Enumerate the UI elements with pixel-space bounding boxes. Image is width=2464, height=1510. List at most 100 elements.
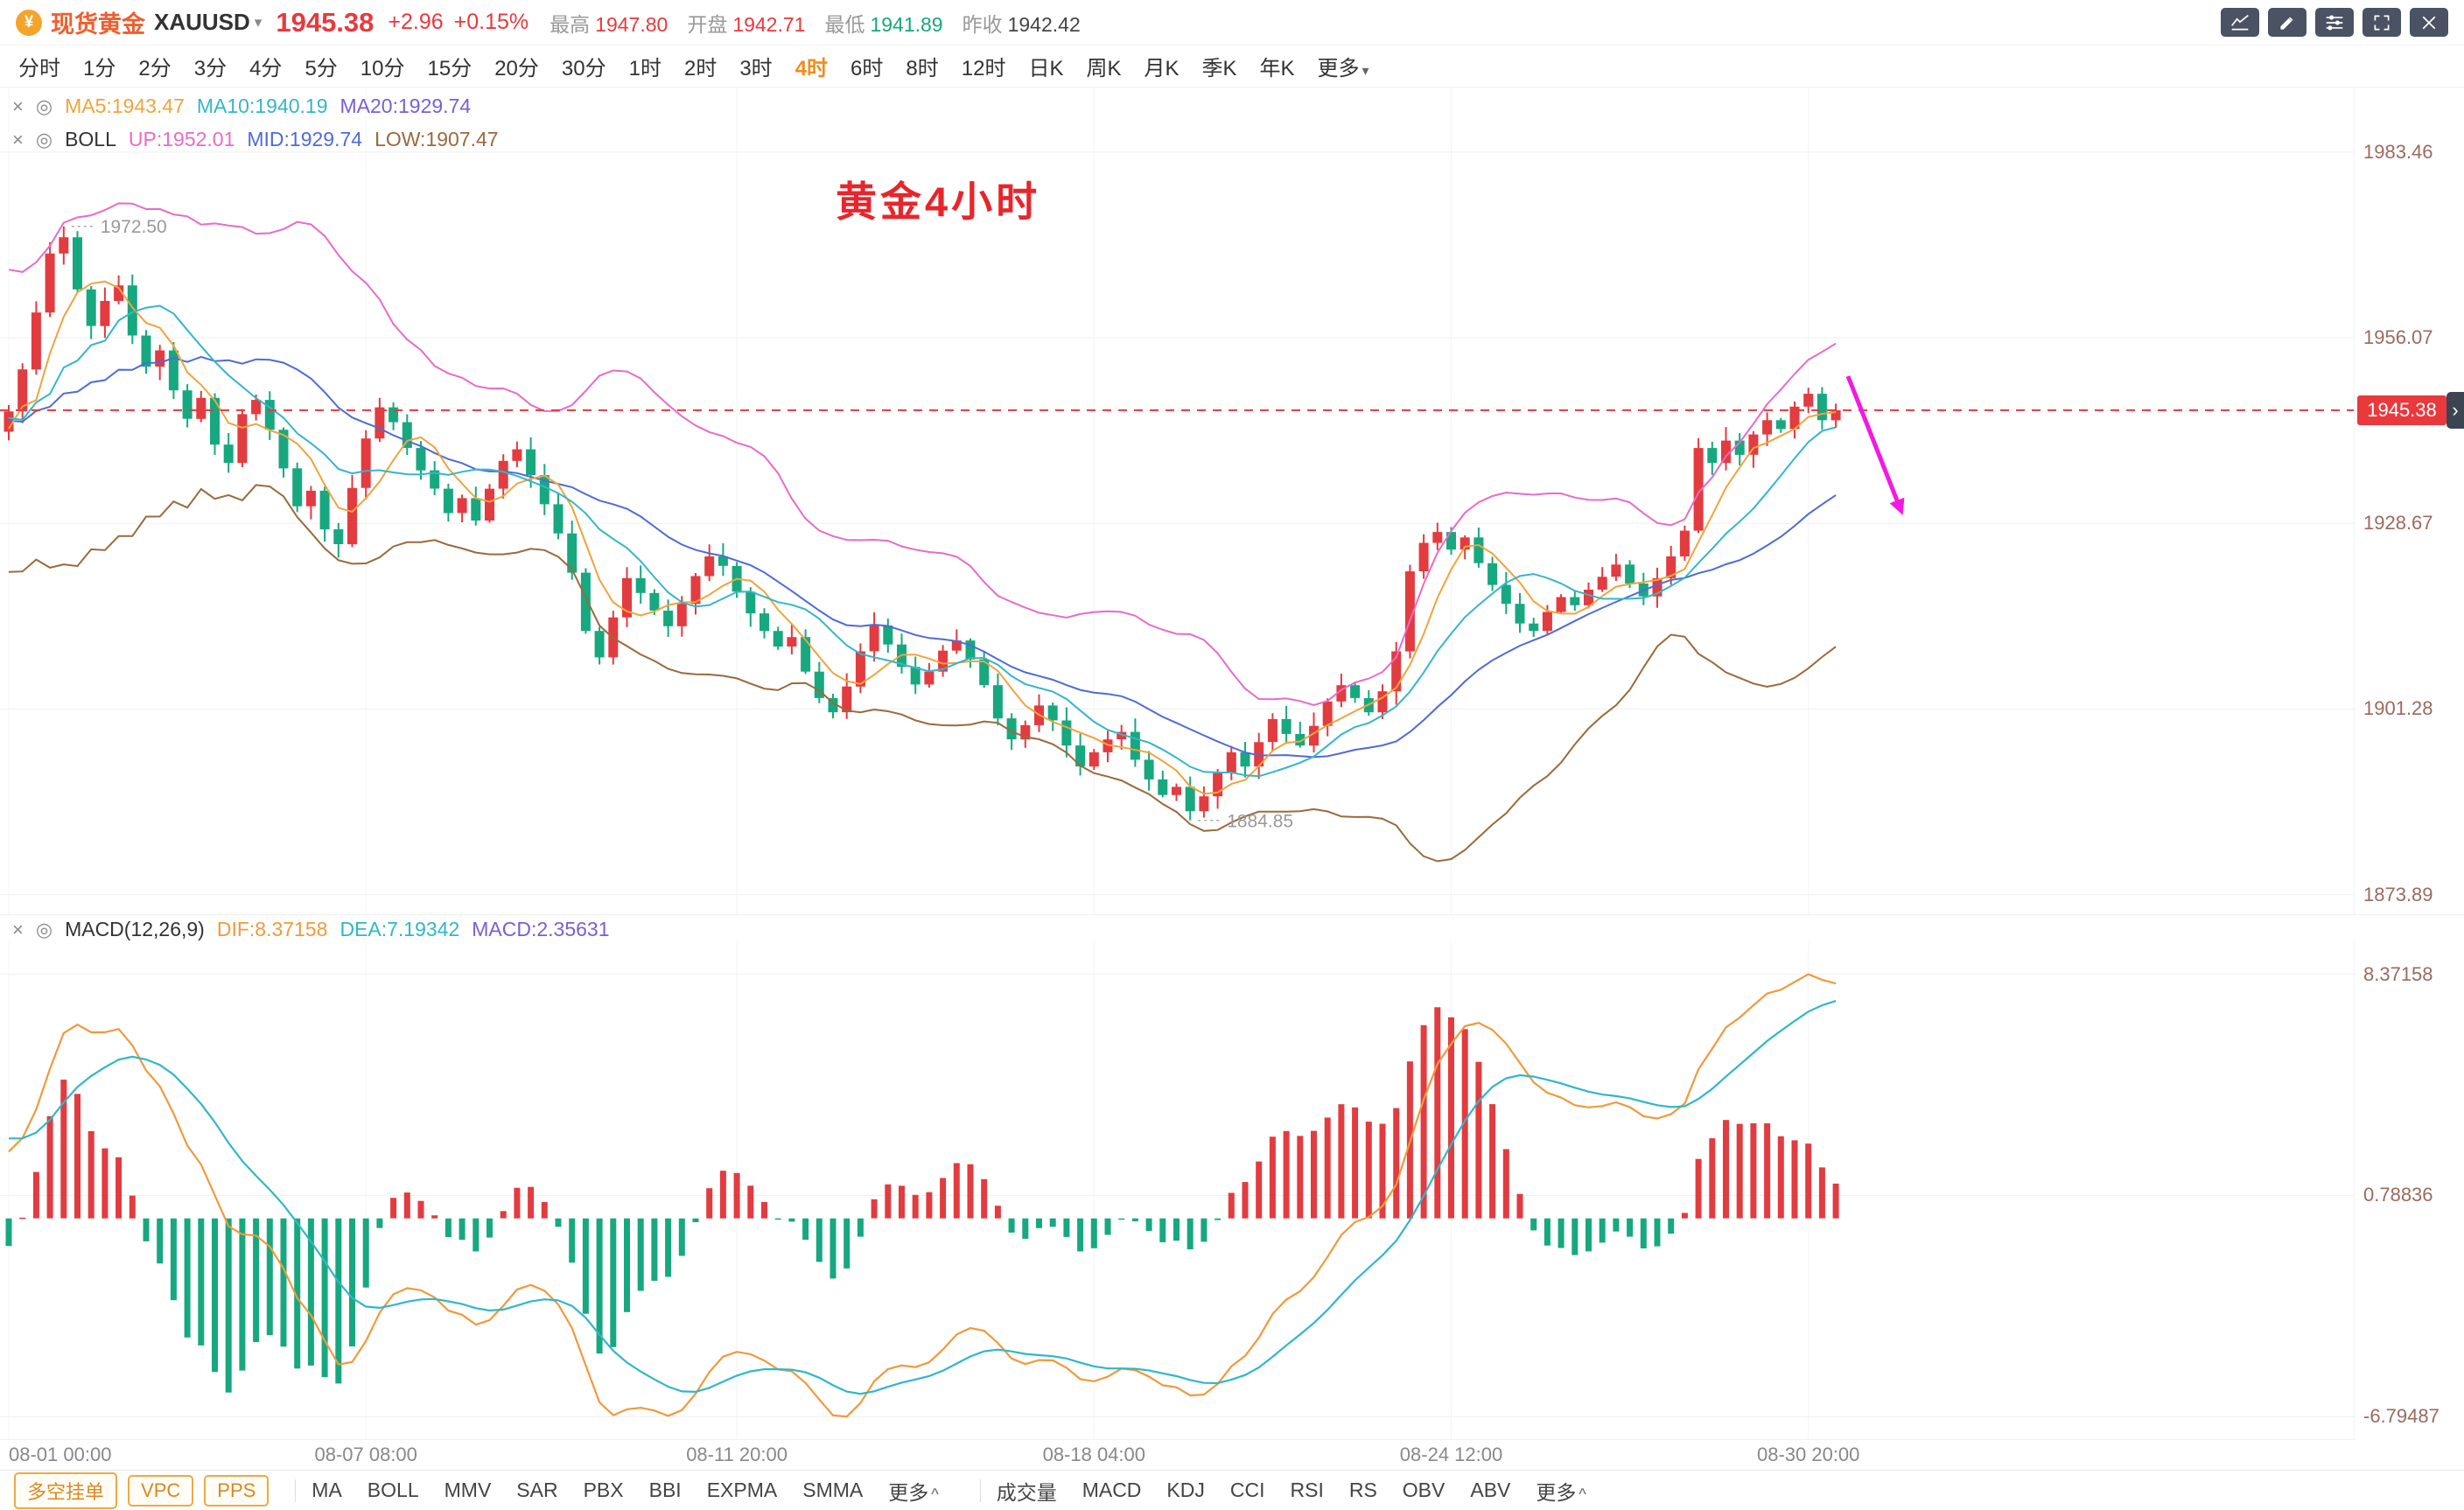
symbol-dropdown-caret-icon[interactable]: ▾ [254,13,262,31]
remove-macd-icon[interactable]: × [12,918,24,940]
timeframe-tab[interactable]: 月K [1133,51,1191,81]
timeframe-tab[interactable]: 8时 [894,51,949,81]
price-axis-label: 1873.89 [2363,883,2433,905]
overlay-tool[interactable]: BOLL [367,1479,419,1501]
macd-indicator-row: × ◎ MACD(12,26,9) DIF:8.37158 DEA:7.1934… [12,918,610,941]
indicator-tool[interactable]: RS [1348,1479,1377,1501]
main-chart-panel: 1972.50 1884.85 × ◎ MA5:1943.47 MA10:1940… [0,87,2464,914]
ma20-value: MA20:1929.74 [340,94,472,117]
timeframe-tab[interactable]: 10分 [349,51,416,81]
more-label: 更多 [888,1480,929,1504]
price-edge-marker[interactable]: › [2446,391,2464,429]
macd-name: MACD(12,26,9) [65,918,205,940]
date-label: 08-11 20:00 [686,1444,788,1465]
pencil-icon [2280,16,2293,30]
timeframe-tab[interactable]: 15分 [416,51,484,81]
timeframe-tab[interactable]: 1分 [72,51,127,81]
close-button[interactable] [2410,8,2448,37]
date-label: 08-07 08:00 [314,1444,417,1465]
indicator-tool[interactable]: MACD [1082,1479,1142,1501]
more-label: 更多 [1536,1480,1577,1504]
indicator-tool[interactable]: CCI [1229,1479,1265,1501]
order-pill-button[interactable]: 多空挂单 [14,1472,118,1509]
stat-item: 最低 1941.89 [824,8,942,38]
macd-settings-icon[interactable]: ◎ [35,918,53,940]
order-pill-button[interactable]: VPC [128,1474,194,1507]
macd-chart[interactable] [0,941,2354,1440]
order-pill-button[interactable]: PPS [204,1474,270,1507]
macd-axis-label: 0.78836 [2363,1184,2433,1206]
indicator-tool[interactable]: KDJ [1166,1479,1205,1501]
ma10-value: MA10:1940.19 [196,94,328,117]
timeframe-tab[interactable]: 5分 [293,51,348,81]
price-change: +2.96 [388,10,444,34]
overlay-tool[interactable]: EXPMA [706,1479,778,1501]
boll-label: BOLL [65,128,116,150]
timeframe-tab[interactable]: 2时 [673,51,728,81]
timeframe-tab[interactable]: 30分 [550,51,618,81]
overlay-more-button[interactable]: 更多 ^ [888,1476,938,1506]
svg-text:1972.50: 1972.50 [101,217,167,237]
overlay-tool[interactable]: MA [312,1479,342,1501]
date-label: 08-01 00:00 [9,1444,112,1465]
timeframe-tab[interactable]: 周K [1074,51,1132,81]
timeframe-tab[interactable]: 2分 [127,51,182,81]
line-chart-icon [2231,14,2249,30]
overlay-tool[interactable]: BBI [648,1479,682,1501]
indicator-settings-button[interactable] [2315,8,2354,37]
macd-axis-label: -6.79487 [2363,1405,2440,1428]
current-price-badge: 1945.38 [2357,395,2446,425]
overlay-tool[interactable]: SMMA [802,1479,864,1501]
indicator-tool[interactable]: RSI [1290,1479,1324,1501]
stat-item: 最高 1947.80 [550,8,668,38]
boll-mid-value: MID:1929.74 [247,128,363,150]
overlay-tool[interactable]: PBX [583,1479,624,1501]
timeframe-tab[interactable]: 分时 [7,51,72,81]
timeframe-tab[interactable]: 季K [1191,51,1249,81]
timeframe-tab[interactable]: 4时 [784,51,839,81]
timeframe-tab[interactable]: 1时 [618,51,673,81]
stat-label: 最高 [550,12,591,36]
stat-label: 最低 [824,12,865,36]
remove-boll-icon[interactable]: × [12,128,24,150]
caret-down-icon: ▾ [1362,64,1369,79]
chart-title-watermark: 黄金4小时 [836,178,1041,225]
symbol-name: 现货黄金 [51,11,145,38]
stat-label: 开盘 [687,12,728,36]
indicator-tool[interactable]: 成交量 [996,1480,1057,1504]
dea-value: DEA:7.19342 [340,918,460,940]
timeframe-tab[interactable]: 日K [1017,51,1074,81]
symbol-code[interactable]: XAUUSD [154,9,250,35]
gold-coin-icon: ¥ [16,9,42,36]
sliders-icon [2326,15,2343,30]
chart-style-button[interactable] [2221,8,2259,37]
stat-value: 1942.42 [1007,12,1081,36]
timeframe-more-button[interactable]: 更多 ▾ [1306,51,1381,81]
remove-ma-icon[interactable]: × [12,94,24,117]
timeframe-bar: 分时 1分 2分 3分 4分 5分 10分 15分 20分 30分 1时 2时 3时 4时 6时 8时 12时日… [0,45,2464,87]
candlestick-chart[interactable]: 1972.50 1884.85 [0,87,2354,914]
timeframe-tab[interactable]: 6时 [839,51,894,81]
draw-tool-button[interactable] [2268,8,2306,37]
overlay-tool[interactable]: SAR [516,1479,558,1501]
overlay-tool[interactable]: MMV [444,1479,492,1501]
bottom-toolbar: 多空挂单 VPC PPS MA BOLL MMV SAR PBX BBI EXPMA SMMA 更多 ^… [0,1470,2464,1510]
macd-panel: × ◎ MACD(12,26,9) DIF:8.37158 DEA:7.1934… [0,914,2464,1440]
indicator-tool[interactable]: OBV [1402,1479,1446,1501]
divider [295,1479,297,1502]
indicator-tool[interactable]: ABV [1470,1479,1511,1501]
timeframe-tab[interactable]: 3分 [183,51,238,81]
boll-settings-icon[interactable]: ◎ [35,128,53,150]
timeframe-tab[interactable]: 年K [1249,51,1306,81]
fullscreen-button[interactable] [2362,8,2401,37]
timeframe-tab[interactable]: 4分 [238,51,293,81]
macd-axis: 8.37158 0.78836 -6.79487 [2354,941,2464,1440]
indicator-more-button[interactable]: 更多 ^ [1536,1476,1586,1506]
timeframe-tab[interactable]: 3时 [728,51,783,81]
timeframe-more-label: 更多 [1317,57,1360,80]
date-label: 08-24 12:00 [1399,1444,1503,1465]
timeframe-tab[interactable]: 20分 [483,51,550,81]
date-axis: 08-01 00:00 08-07 08:00 08-11 20:00 08-18 0… [0,1439,2354,1470]
ma-settings-icon[interactable]: ◎ [35,94,53,117]
timeframe-tab[interactable]: 12时 [950,51,1018,81]
